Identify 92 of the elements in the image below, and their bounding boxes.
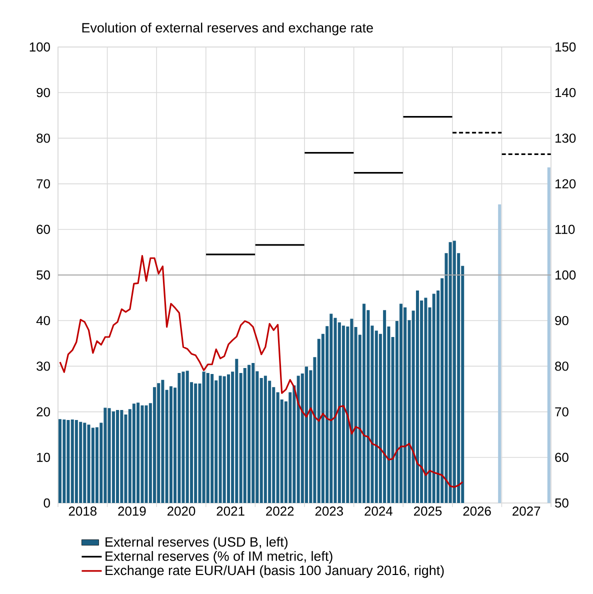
y-tick-label: 60: [36, 224, 50, 234]
legend-label: Exchange rate EUR/UAH (basis 100 January 2016, right): [106, 565, 444, 578]
bar: [74, 420, 78, 503]
bar: [416, 290, 419, 503]
bar: [157, 383, 160, 503]
bar: [116, 410, 120, 503]
bar: [252, 363, 255, 503]
y-tick-label: 0: [44, 498, 50, 508]
y2-tick-label: 60: [555, 452, 568, 462]
y-tick-label: 100: [30, 42, 50, 52]
bar: [243, 368, 246, 503]
bar: [338, 322, 341, 503]
bar: [152, 387, 156, 503]
bar: [350, 318, 354, 503]
bar: [91, 428, 94, 503]
bar: [342, 326, 345, 503]
bar: [498, 204, 502, 503]
bar: [222, 376, 226, 503]
bar: [264, 376, 267, 503]
bar: [58, 419, 62, 503]
y2-tick-label: 120: [556, 179, 576, 188]
chart-title: Evolution of external reserves and exchange rate: [82, 22, 373, 36]
bar: [202, 372, 206, 503]
bar: [62, 420, 66, 503]
y-tick-label: 20: [36, 407, 50, 416]
y-tick-label: 70: [36, 179, 50, 188]
y-tick-label: 10: [37, 452, 50, 462]
bar: [334, 318, 337, 503]
bar: [182, 372, 185, 503]
y2-tick-label: 50: [555, 498, 568, 508]
x-tick-label: 2023: [315, 506, 343, 516]
y2-tick-label: 90: [555, 316, 568, 326]
bar: [83, 422, 86, 503]
line-series: [59, 255, 464, 488]
y2-tick-label: 130: [556, 134, 576, 143]
bar: [383, 310, 386, 503]
x-tick-label: 2021: [216, 506, 244, 516]
bar: [330, 314, 333, 503]
y2-tick-label: 110: [556, 224, 575, 234]
bar: [248, 364, 251, 503]
x-tick-label: 2019: [118, 506, 146, 516]
x-tick-label: 2027: [512, 506, 540, 516]
bar: [70, 420, 74, 503]
bar: [112, 411, 115, 503]
bar: [186, 370, 189, 503]
y-tick-label: 30: [36, 362, 50, 371]
x-tick-label: 2025: [414, 506, 442, 516]
legend-label: External reserves (% of IM metric, left): [106, 551, 332, 564]
bar: [218, 376, 222, 503]
bar: [169, 386, 172, 503]
bar: [66, 420, 70, 503]
x-tick-label: 2024: [364, 506, 392, 516]
bar: [104, 408, 107, 503]
y2-tick-label: 140: [556, 88, 576, 98]
x-tick-label: 2022: [266, 506, 294, 516]
x-tick-label: 2020: [168, 506, 196, 516]
bar: [235, 358, 238, 503]
bar: [452, 240, 456, 503]
bar: [404, 307, 407, 503]
y2-tick-label: 100: [556, 270, 576, 280]
bar: [362, 304, 366, 503]
x-tick-label: 2026: [463, 506, 491, 516]
legend-label: External reserves (USD B, left): [106, 536, 288, 550]
x-tick-label: 2018: [68, 506, 96, 516]
y-tick-label: 50: [36, 270, 50, 280]
bar: [194, 384, 198, 503]
y-tick-label: 90: [36, 88, 50, 98]
y-tick-label: 40: [36, 316, 50, 326]
bar: [432, 294, 436, 503]
bar: [448, 242, 452, 503]
bar: [206, 373, 210, 503]
bar: [132, 404, 136, 503]
bar: [304, 366, 308, 503]
bar: [399, 304, 402, 503]
y-tick-label: 80: [36, 134, 50, 143]
bar: [140, 405, 144, 503]
bar: [87, 424, 90, 503]
bar: [178, 373, 181, 503]
bar: [226, 374, 230, 503]
bar: [547, 167, 550, 503]
y2-tick-label: 150: [556, 42, 576, 52]
bar: [161, 380, 164, 503]
bar: [120, 410, 124, 503]
bar: [79, 422, 82, 503]
bar: [136, 402, 140, 503]
bar: [210, 374, 214, 503]
bar: [296, 376, 300, 503]
y2-tick-label: 70: [555, 407, 568, 416]
y2-tick-label: 80: [555, 362, 568, 371]
bar: [424, 298, 428, 503]
bar: [144, 405, 148, 503]
bar: [108, 408, 111, 503]
